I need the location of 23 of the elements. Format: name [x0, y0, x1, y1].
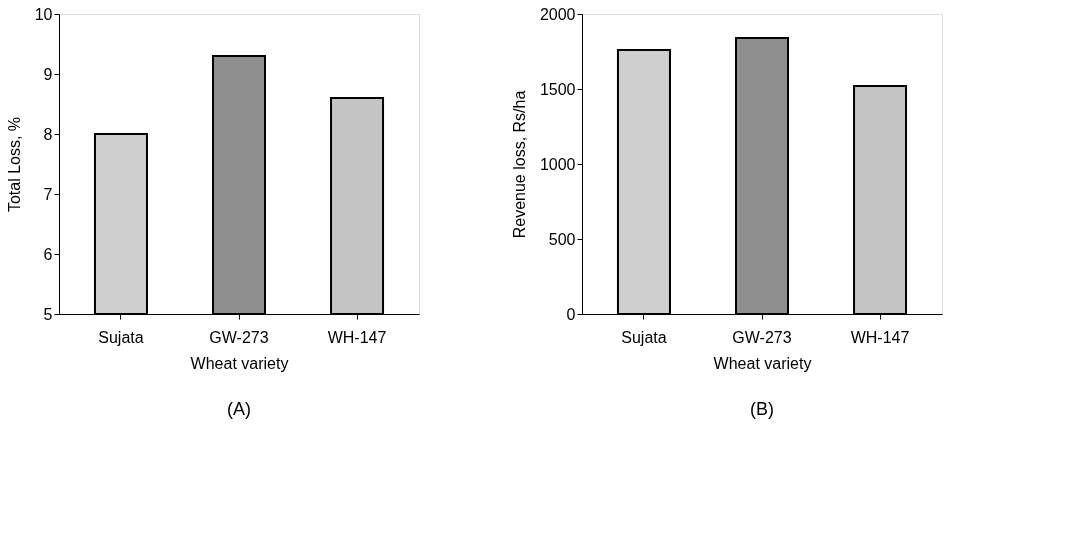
x-tick-label: Sujata — [621, 328, 667, 346]
y-tick-label: 7 — [43, 185, 53, 203]
y-tick-label: 6 — [43, 245, 53, 263]
x-tick-label: GW-273 — [732, 328, 792, 346]
y-tick-label: 2000 — [539, 5, 576, 23]
y-tick-label: 500 — [548, 230, 576, 248]
y-tick-label: 8 — [43, 125, 53, 143]
y-tick-label: 1500 — [539, 80, 576, 98]
y-tick-label: 10 — [34, 5, 53, 23]
x-tick-label: WH-147 — [850, 328, 910, 346]
y-tick-label: 1000 — [539, 155, 576, 173]
y-tick-label: 5 — [43, 305, 53, 323]
x-tick-label: Sujata — [98, 328, 144, 346]
x-tick-label: GW-273 — [209, 328, 269, 346]
text: (B) — [750, 399, 774, 419]
text: (A) — [227, 399, 251, 419]
x-tick-label: WH-147 — [327, 328, 387, 346]
y-tick-label: 0 — [566, 305, 576, 323]
x-axis-title: Wheat variety — [190, 354, 289, 372]
y-axis-title: Total Loss, % — [5, 116, 23, 213]
y-tick-label: 9 — [43, 65, 53, 83]
x-axis-title: Wheat variety — [713, 354, 812, 372]
y-axis-title: Revenue loss, Rs/ha — [510, 90, 528, 239]
